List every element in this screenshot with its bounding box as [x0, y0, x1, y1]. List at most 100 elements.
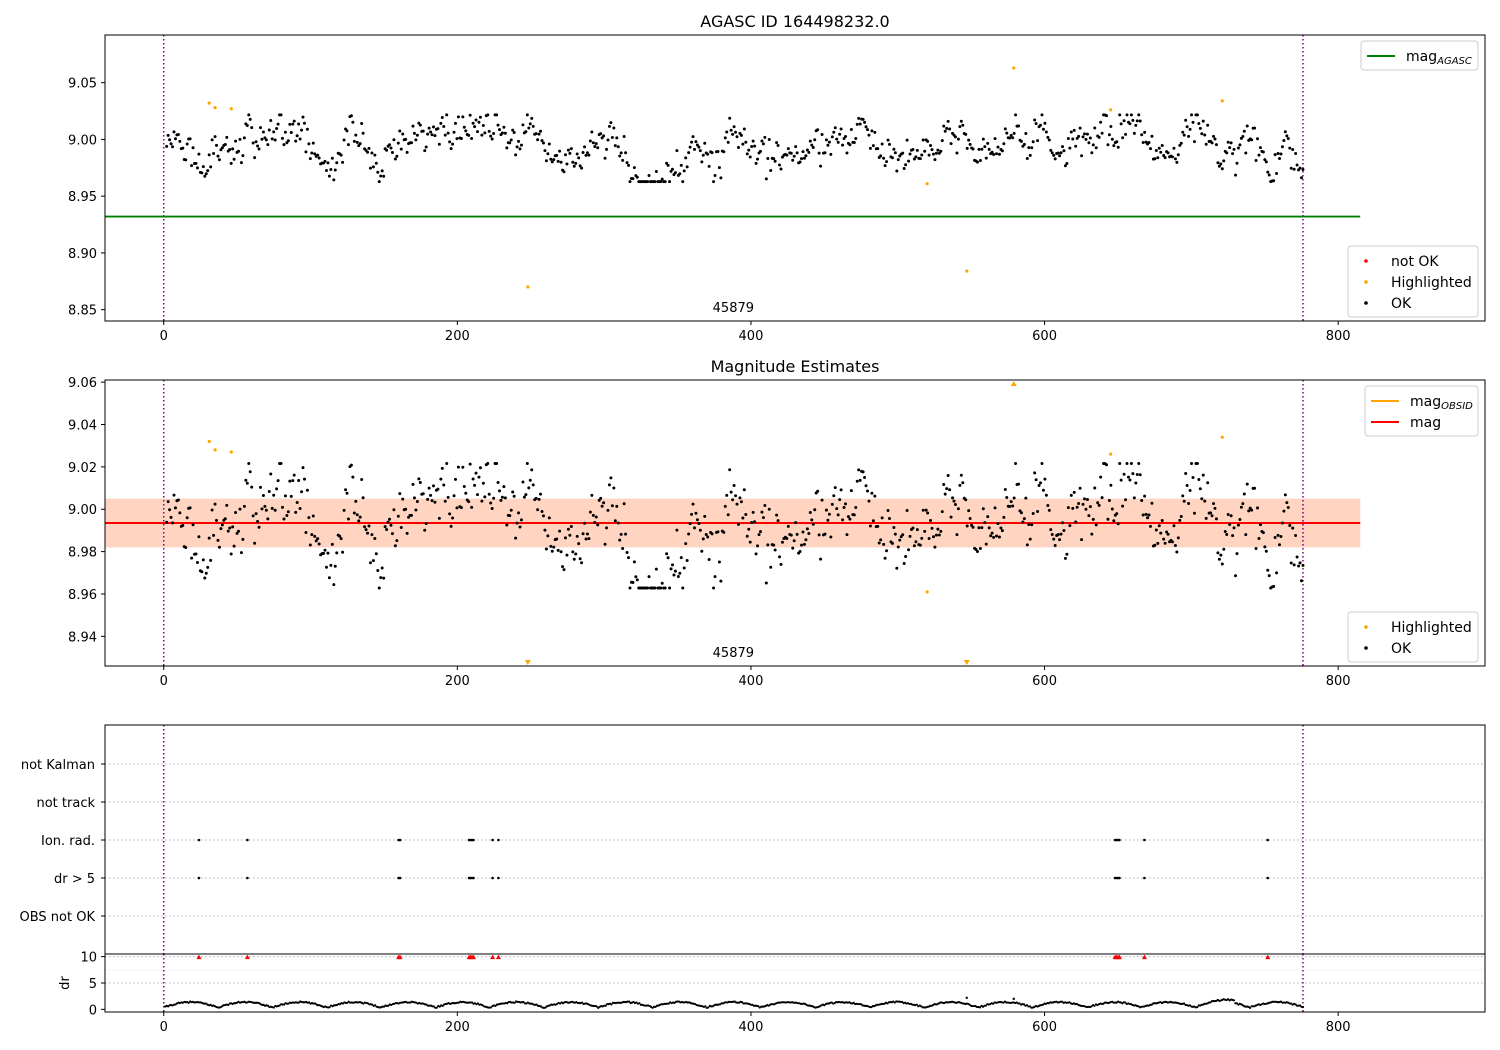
ok-point: [845, 151, 849, 155]
ok-point: [678, 571, 682, 575]
ok-point: [635, 578, 639, 582]
dr-point: [667, 1002, 670, 1005]
ok-point: [440, 466, 444, 470]
ok-point: [1037, 484, 1041, 488]
ok-point: [1185, 484, 1189, 488]
ok-point: [355, 140, 359, 144]
ok-point: [993, 137, 997, 141]
ok-point: [524, 493, 528, 497]
ok-point: [632, 166, 636, 170]
legend-box: [1360, 40, 1479, 71]
ok-point: [1110, 137, 1114, 141]
ok-point: [761, 142, 765, 146]
legend-label: Highlighted: [1391, 620, 1472, 636]
ok-point: [269, 472, 273, 476]
ok-point: [1094, 146, 1098, 150]
ok-point: [844, 135, 848, 139]
ok-point: [486, 113, 490, 117]
ok-point: [613, 144, 617, 148]
ok-point: [583, 521, 587, 525]
ok-point: [283, 494, 287, 498]
ok-point: [531, 124, 535, 128]
ok-point: [1002, 515, 1006, 519]
ok-point: [250, 126, 254, 130]
ok-point: [728, 116, 732, 120]
ok-point: [1266, 568, 1270, 572]
ok-point: [537, 497, 541, 501]
ok-point: [1191, 120, 1195, 124]
ok-point: [1068, 146, 1072, 150]
ok-point: [1187, 501, 1191, 505]
ok-point: [219, 527, 223, 531]
ok-point: [383, 525, 387, 529]
ok-point: [176, 132, 180, 136]
ok-point: [605, 147, 609, 151]
ok-point: [270, 506, 274, 510]
ok-point: [786, 147, 790, 151]
ok-point: [879, 154, 883, 158]
ok-point: [870, 491, 874, 495]
ok-point: [742, 488, 746, 492]
ok-point: [1184, 472, 1188, 476]
ok-point: [594, 515, 598, 519]
ok-point: [1056, 533, 1060, 537]
ok-point: [794, 521, 798, 525]
flag-point: [197, 876, 201, 880]
ok-point: [1203, 499, 1207, 503]
ok-point: [665, 552, 669, 556]
ok-point: [540, 139, 544, 143]
ok-point: [772, 157, 776, 161]
ok-point: [905, 138, 909, 142]
x-tick-label: 600: [1032, 674, 1057, 689]
ok-point: [1141, 140, 1145, 144]
ok-point: [1100, 496, 1104, 500]
ok-point: [675, 149, 679, 153]
ok-point: [1295, 163, 1299, 167]
ok-point: [423, 528, 427, 532]
ok-point: [225, 135, 229, 139]
ok-point: [628, 586, 632, 590]
ok-point: [426, 132, 430, 136]
ok-point: [585, 151, 589, 155]
ok-point: [395, 154, 399, 158]
ok-point: [197, 152, 201, 156]
ok-point: [1247, 509, 1251, 513]
dr-point: [441, 1004, 444, 1007]
ok-point: [703, 141, 707, 145]
ok-point: [1030, 523, 1034, 527]
ok-point: [247, 461, 251, 465]
ok-point: [489, 501, 493, 505]
ok-point: [1027, 522, 1031, 526]
ok-point: [792, 154, 796, 158]
ok-point: [893, 532, 897, 536]
ok-point: [1091, 143, 1095, 147]
ok-point: [824, 138, 828, 142]
ok-point: [1229, 141, 1233, 145]
offscale-down-marker: [963, 660, 970, 665]
ok-point: [824, 508, 828, 512]
ok-point: [165, 520, 169, 524]
ok-point: [1275, 172, 1279, 176]
ok-point: [606, 508, 610, 512]
ok-point: [980, 147, 984, 151]
ok-point: [1294, 534, 1298, 538]
ok-point: [404, 507, 408, 511]
ok-point: [1030, 146, 1034, 150]
ok-point: [1156, 541, 1160, 545]
y-tick-label: 9.02: [68, 461, 97, 476]
ok-point: [977, 526, 981, 530]
ok-point: [907, 548, 911, 552]
dr-point: [1301, 1005, 1305, 1009]
ok-point: [166, 133, 170, 137]
dr-point: [535, 1003, 538, 1006]
ok-point: [330, 542, 334, 546]
ok-point: [1125, 113, 1129, 117]
ok-point: [1156, 156, 1160, 160]
ok-point: [398, 129, 402, 133]
ok-point: [514, 536, 518, 540]
ok-point: [1216, 551, 1220, 555]
ok-point: [1119, 122, 1123, 126]
ok-point: [527, 126, 531, 130]
ok-point: [370, 151, 374, 155]
ok-point: [264, 138, 268, 142]
